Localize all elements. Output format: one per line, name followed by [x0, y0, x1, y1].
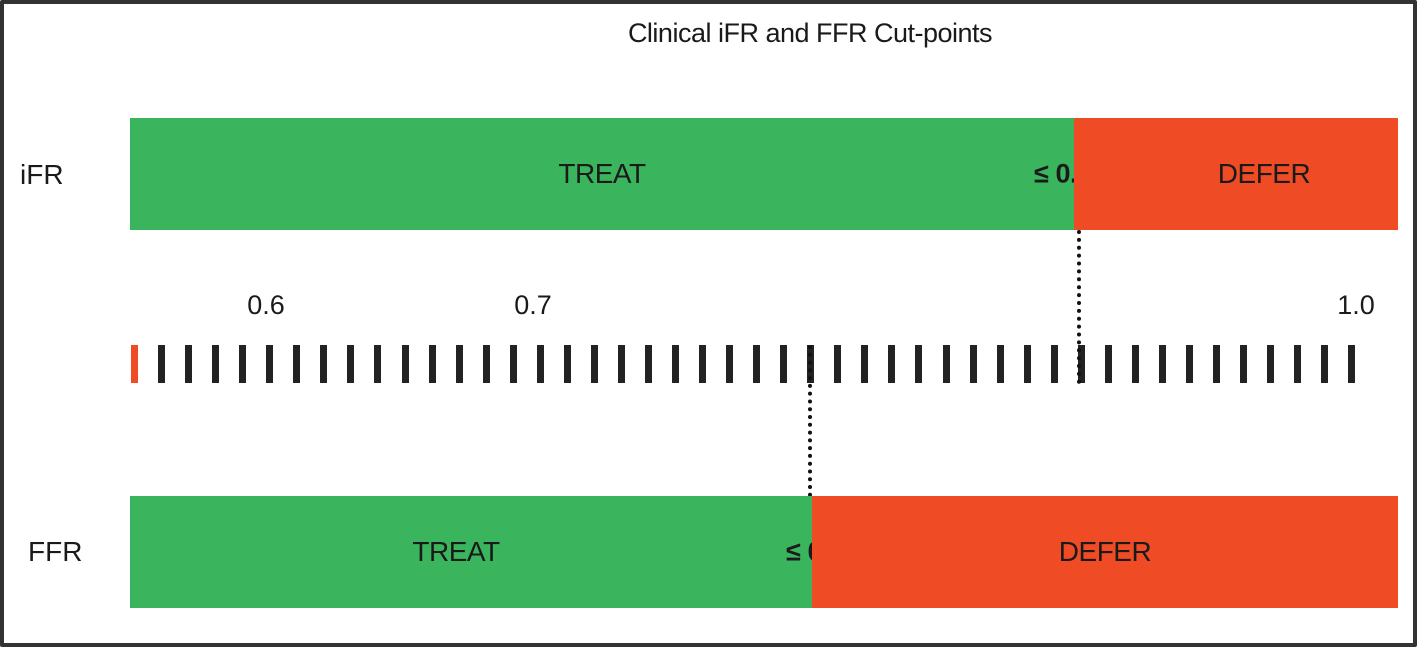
scale-tick	[320, 345, 328, 383]
scale-tick	[1077, 345, 1085, 383]
scale-tick	[969, 345, 977, 383]
scale-tick	[293, 345, 301, 383]
scale-tick	[1348, 345, 1356, 383]
scale-tick	[942, 345, 950, 383]
scale-tick-start	[131, 345, 138, 383]
ifr-cutpoint-connector	[1077, 230, 1081, 384]
scale-label-1-0: 1.0	[1337, 290, 1375, 320]
ifr-bar: TREAT ≤ 0.89 DEFER	[130, 118, 1398, 230]
scale-tick	[455, 345, 463, 383]
scale-tick	[158, 345, 166, 383]
scale-tick	[1104, 345, 1112, 383]
ffr-row-label: FFR	[28, 536, 83, 567]
ffr-bar: TREAT ≤ 0.80 DEFER	[130, 496, 1398, 608]
scale-tick	[428, 345, 436, 383]
ifr-treat-segment: TREAT ≤ 0.89	[130, 118, 1106, 230]
scale-tick	[1267, 345, 1275, 383]
scale-tick	[374, 345, 382, 383]
scale-tick	[482, 345, 490, 383]
scale-tick	[644, 345, 652, 383]
scale-label-0-7: 0.7	[514, 290, 552, 320]
scale-tick	[1321, 345, 1329, 383]
scale-tick	[239, 345, 247, 383]
scale-tick	[401, 345, 409, 383]
scale-tick	[563, 345, 571, 383]
scale-tick	[509, 345, 517, 383]
scale-tick	[347, 345, 355, 383]
scale-tick	[536, 345, 544, 383]
scale-tick	[185, 345, 193, 383]
scale-tick	[212, 345, 220, 383]
scale-label-0-6: 0.6	[247, 290, 285, 320]
scale-tick	[266, 345, 274, 383]
scale-tick	[1050, 345, 1058, 383]
scale-tick	[861, 345, 869, 383]
scale-tick	[1213, 345, 1220, 383]
ifr-defer-segment: DEFER	[1074, 118, 1398, 230]
ffr-defer-label: DEFER	[1058, 536, 1152, 567]
figure-title: Clinical iFR and FFR Cut-points	[627, 18, 993, 48]
scale-tick	[888, 345, 896, 383]
scale-tick	[1294, 345, 1302, 383]
scale-tick	[617, 345, 625, 383]
scale-tick	[1158, 345, 1166, 383]
scale-tick	[1185, 345, 1193, 383]
ifr-treat-label: TREAT	[558, 158, 646, 189]
scale-tick	[1131, 345, 1139, 383]
scale-tick	[672, 345, 679, 383]
ifr-row-label: iFR	[20, 159, 64, 190]
ifr-defer-label: DEFER	[1217, 158, 1311, 189]
scale-tick	[753, 345, 761, 383]
scale-tick	[780, 345, 788, 383]
scale-tick	[726, 345, 734, 383]
scale-tick	[996, 345, 1004, 383]
scale-tick	[1023, 345, 1031, 383]
scale-tick	[590, 345, 598, 383]
ffr-treat-segment: TREAT ≤ 0.80	[130, 496, 858, 608]
scale-tick	[1240, 345, 1248, 383]
scale-tick	[915, 345, 923, 383]
scale-tick	[699, 345, 707, 383]
scale-tick	[834, 345, 842, 383]
ffr-defer-segment: DEFER	[812, 496, 1398, 608]
ffr-treat-label: TREAT	[412, 536, 500, 567]
ffr-cutpoint-connector	[808, 345, 812, 497]
